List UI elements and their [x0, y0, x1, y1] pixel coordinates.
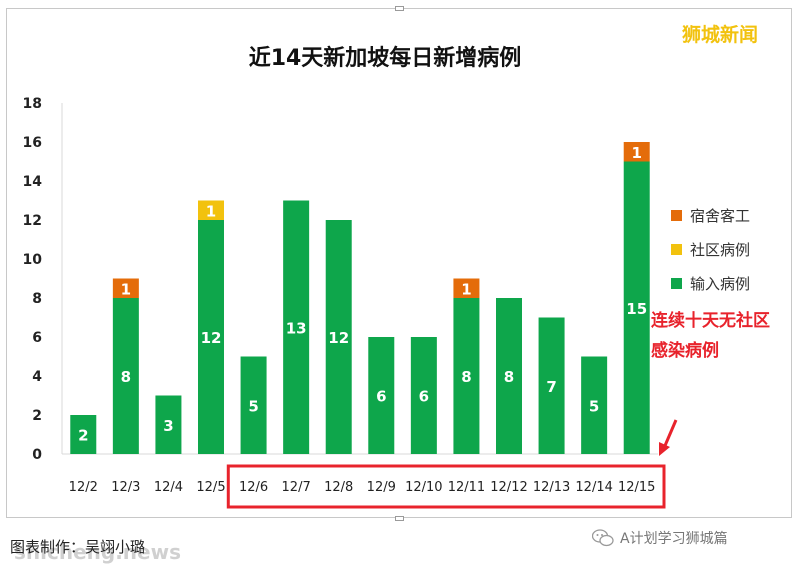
- bar-value-label: 6: [376, 388, 386, 406]
- x-tick-label: 12/11: [448, 480, 485, 495]
- watermark: shicheng.news: [14, 540, 181, 564]
- x-tick-label: 12/9: [367, 480, 396, 495]
- x-tick-label: 12/3: [111, 480, 140, 495]
- x-tick-label: 12/14: [575, 480, 612, 495]
- legend-item-community: 社区病例: [671, 232, 750, 266]
- x-tick-label: 12/10: [405, 480, 442, 495]
- bar-value-label: 8: [461, 368, 471, 386]
- legend-item-imported: 输入病例: [671, 266, 750, 300]
- caption: 图表制作：吴翊小璐: [10, 538, 146, 556]
- y-tick-label: 16: [23, 135, 42, 151]
- annotation-text: 连续十天无社区感染病例: [651, 311, 770, 361]
- bar-segment: [198, 220, 224, 454]
- y-tick-label: 18: [23, 96, 42, 112]
- annotation-arrowhead: [659, 442, 670, 456]
- legend-label-dorm: 宿舍客工: [690, 206, 751, 225]
- bar-value-label: 12: [328, 329, 349, 347]
- bar-segment: [70, 415, 97, 454]
- bar-segment: [112, 298, 139, 454]
- y-tick-label: 6: [32, 330, 42, 346]
- highlight-box: [226, 464, 666, 509]
- bar-segment: [112, 278, 139, 298]
- bar-segment: [453, 278, 480, 298]
- y-tick-label: 8: [32, 291, 42, 307]
- legend-label-imported: 输入病例: [690, 274, 751, 293]
- legend-swatch-imported: [671, 277, 682, 289]
- x-tick-label: 12/8: [324, 480, 353, 495]
- bar-segment: [496, 298, 522, 454]
- x-tick-label: 12/12: [490, 480, 527, 495]
- chart-legend: 宿舍客工 社区病例 输入病例: [671, 198, 750, 300]
- bar-segment: [453, 298, 480, 454]
- bar-segment: [538, 317, 565, 454]
- y-tick-label: 14: [23, 174, 43, 190]
- bar-value-label: 13: [286, 319, 307, 337]
- x-tick-label: 12/2: [69, 480, 98, 495]
- wechat-badge: A计划学习狮城篇: [592, 528, 728, 548]
- y-tick-label: 12: [23, 213, 42, 229]
- chart-title: 近14天新加坡每日新增病例: [248, 46, 522, 71]
- bar-value-label: 12: [201, 329, 222, 347]
- bar-value-label: 2: [78, 427, 88, 445]
- resize-handle-top[interactable]: [395, 6, 404, 11]
- bar-segment: [240, 356, 267, 454]
- x-tick-label: 12/4: [154, 480, 183, 495]
- y-tick-label: 10: [23, 252, 43, 268]
- x-tick-label: 12/7: [282, 480, 311, 495]
- legend-label-community: 社区病例: [690, 240, 751, 259]
- bar-value-label: 5: [589, 397, 599, 415]
- bar-value-label: 5: [248, 397, 258, 415]
- bar-value-label: 1: [121, 280, 131, 298]
- resize-handle-bottom[interactable]: [395, 516, 404, 521]
- bar-segment: [198, 200, 224, 220]
- legend-item-dorm: 宿舍客工: [671, 198, 750, 232]
- bar-segment: [325, 220, 352, 454]
- y-tick-label: 2: [32, 408, 42, 424]
- wechat-icon: [592, 529, 614, 547]
- bar-segment: [283, 200, 310, 454]
- bar-segment: [155, 395, 182, 454]
- bar-segment: [623, 161, 650, 454]
- x-tick-label: 12/6: [239, 480, 268, 495]
- bar-value-label: 15: [626, 300, 647, 318]
- x-tick-label: 12/15: [618, 480, 655, 495]
- x-tick-label: 12/5: [196, 480, 225, 495]
- bar-value-label: 7: [546, 378, 556, 396]
- bar-value-label: 3: [163, 417, 173, 435]
- legend-swatch-dorm: [671, 209, 682, 221]
- bar-segment: [368, 337, 395, 454]
- bar-value-label: 1: [461, 280, 471, 298]
- bar-segment: [623, 142, 650, 162]
- bar-value-label: 6: [419, 388, 429, 406]
- bar-value-label: 8: [121, 368, 131, 386]
- brand-label: 狮城新闻: [682, 24, 759, 46]
- bar-value-label: 8: [504, 368, 514, 386]
- bar-value-label: 1: [631, 144, 641, 162]
- y-tick-label: 4: [32, 369, 42, 385]
- x-tick-label: 12/13: [533, 480, 570, 495]
- wechat-label: A计划学习狮城篇: [620, 531, 728, 547]
- bar-segment: [581, 356, 608, 454]
- bar-value-label: 1: [206, 202, 216, 220]
- annotation-arrow: [662, 419, 678, 449]
- legend-swatch-community: [671, 243, 682, 255]
- y-tick-label: 0: [32, 447, 42, 463]
- bar-segment: [410, 337, 437, 454]
